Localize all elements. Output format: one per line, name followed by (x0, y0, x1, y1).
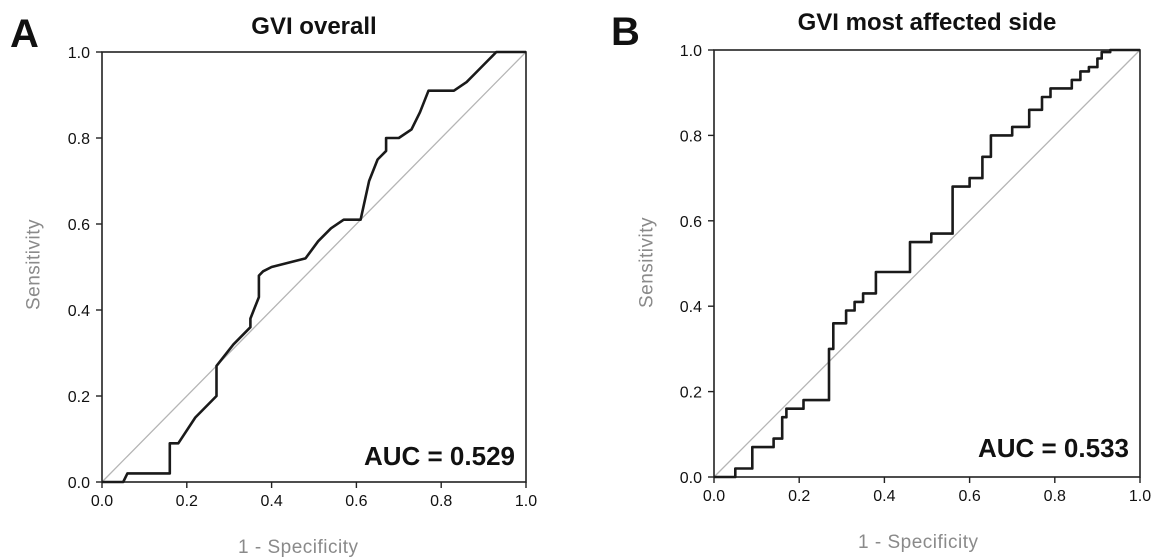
panel-letter-a: A (10, 12, 39, 56)
y-tick-label-a: 0.2 (68, 389, 90, 406)
roc-chart-a: 0.0 0.2 0.4 0.6 0.8 1.0 0.0 0.2 0.4 0.6 0.8 1.0 (68, 45, 537, 510)
reference-diagonal-b (713, 49, 1141, 478)
x-tick-label-a: 0.8 (430, 493, 452, 510)
chart-title-a: GVI overall (251, 13, 377, 40)
x-tick-label-b: 0.6 (958, 488, 980, 505)
plot-frame-b (713, 49, 1141, 478)
y-tick-label-a: 0.4 (68, 303, 90, 320)
y-tick-label-b: 0.2 (680, 385, 702, 402)
y-tick-label-b: 1.0 (680, 43, 702, 60)
y-tick-label-b: 0.6 (680, 214, 702, 231)
y-axis-label-a: Sensitivity (23, 218, 45, 311)
x-tick-label-b: 0.2 (788, 488, 810, 505)
x-tick-label-a: 1.0 (515, 493, 537, 510)
plot-frame-a (101, 51, 527, 483)
panel-letter-b: B (611, 10, 640, 54)
x-tick-label-b: 0.8 (1044, 488, 1066, 505)
reference-diagonal-a (101, 51, 527, 483)
chart-title-b: GVI most affected side (797, 9, 1057, 36)
roc-curve-b (714, 48, 1140, 479)
roc-curve-a (102, 50, 526, 484)
x-tick-label-b: 0.4 (873, 488, 895, 505)
x-tick-label-a: 0.0 (91, 493, 113, 510)
auc-annotation-b: AUC = 0.533 (977, 433, 1129, 463)
y-tick-label-b: 0.8 (680, 128, 702, 145)
x-tick-label-b: 0.0 (703, 488, 725, 505)
y-tick-label-a: 0.0 (68, 475, 90, 492)
x-axis-label-a: 1 - Specificity (238, 537, 359, 558)
roc-panel-a: A GVI overall 0.0 0.2 0.4 0.6 0.8 1.0 0.0 0.2 0.… (10, 12, 537, 558)
x-tick-label-b: 1.0 (1129, 488, 1151, 505)
roc-panel-b: B GVI most affected side 0.0 0.2 0.4 0.6 0.8… (581, 0, 1162, 560)
roc-chart-b: 0.0 0.2 0.4 0.6 0.8 1.0 0.0 0.2 0.4 0.6 0.8 1.0 (680, 43, 1151, 505)
y-tick-label-a: 0.8 (68, 131, 90, 148)
x-tick-label-a: 0.4 (260, 493, 282, 510)
y-tick-label-a: 1.0 (68, 45, 90, 62)
y-tick-label-a: 0.6 (68, 217, 90, 234)
x-tick-label-a: 0.6 (345, 493, 367, 510)
y-tick-label-b: 0.4 (680, 299, 702, 316)
x-tick-label-a: 0.2 (176, 493, 198, 510)
auc-annotation-a: AUC = 0.529 (363, 441, 515, 471)
x-axis-label-b: 1 - Specificity (858, 532, 979, 553)
y-axis-label-b: Sensitivity (636, 216, 658, 309)
y-tick-label-b: 0.0 (680, 470, 702, 487)
